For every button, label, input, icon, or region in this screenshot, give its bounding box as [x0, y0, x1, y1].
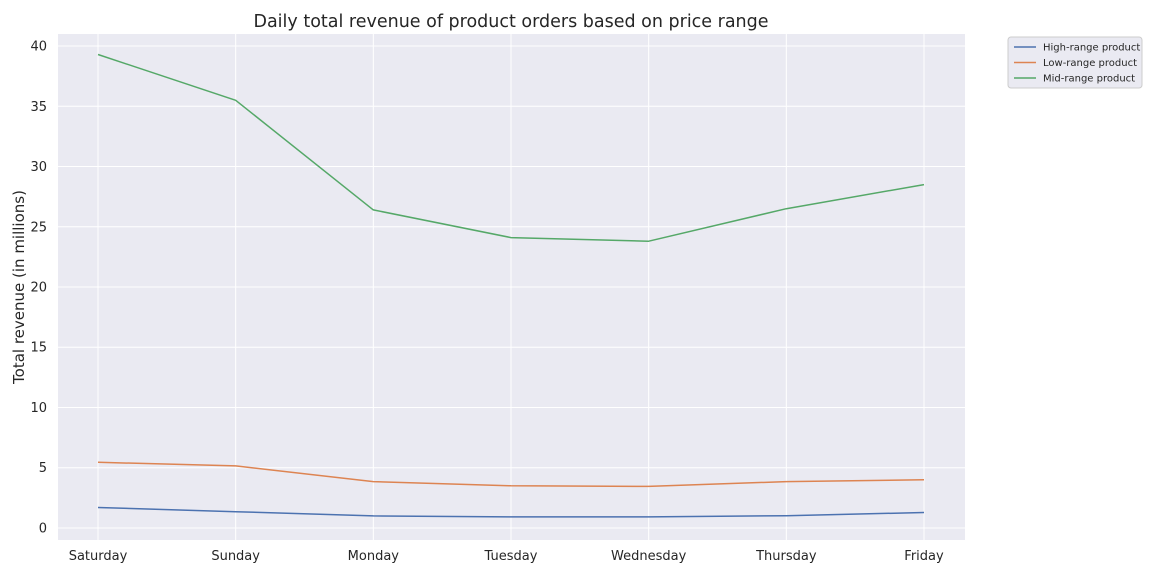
- legend-box: [1007, 36, 1143, 89]
- series-lines: [97, 53, 925, 518]
- x-tick-label: Wednesday: [611, 549, 687, 564]
- x-axis-ticks: Saturday Sunday Monday Tuesday Wednesday Thur…: [69, 549, 944, 564]
- grid-lines: [58, 34, 965, 540]
- y-axis-ticks: 0 5 10 15 20 25 30 35 40: [30, 40, 47, 537]
- chart-title: Daily total revenue of product orders ba…: [253, 12, 768, 32]
- y-tick-label: 20: [30, 281, 47, 296]
- series-line-mid-range-product: [97, 53, 925, 242]
- y-tick-label: 35: [30, 100, 47, 115]
- x-tick-label: Monday: [348, 549, 400, 564]
- y-axis-label: Total revenue (in millions): [10, 190, 28, 385]
- legend-label: Mid-range product: [1043, 74, 1135, 85]
- legend: High-range product Low-range product Mid-r…: [1007, 36, 1143, 89]
- x-tick-label: Friday: [904, 549, 944, 564]
- x-tick-label: Tuesday: [484, 549, 538, 564]
- y-tick-label: 10: [30, 401, 47, 416]
- x-tick-label: Saturday: [69, 549, 128, 564]
- y-tick-label: 5: [39, 461, 47, 476]
- legend-label: High-range product: [1043, 43, 1140, 54]
- y-tick-label: 15: [30, 341, 47, 356]
- series-line-high-range-product: [97, 506, 925, 518]
- y-tick-label: 30: [30, 160, 47, 175]
- y-tick-label: 40: [30, 40, 47, 55]
- y-tick-label: 25: [30, 220, 47, 235]
- series-line-low-range-product: [97, 461, 925, 488]
- legend-entries: High-range product Low-range product Mid-r…: [1014, 43, 1140, 85]
- y-tick-label: 0: [39, 521, 47, 536]
- legend-label: Low-range product: [1043, 58, 1137, 69]
- x-tick-label: Sunday: [211, 549, 260, 564]
- x-tick-label: Thursday: [755, 549, 817, 564]
